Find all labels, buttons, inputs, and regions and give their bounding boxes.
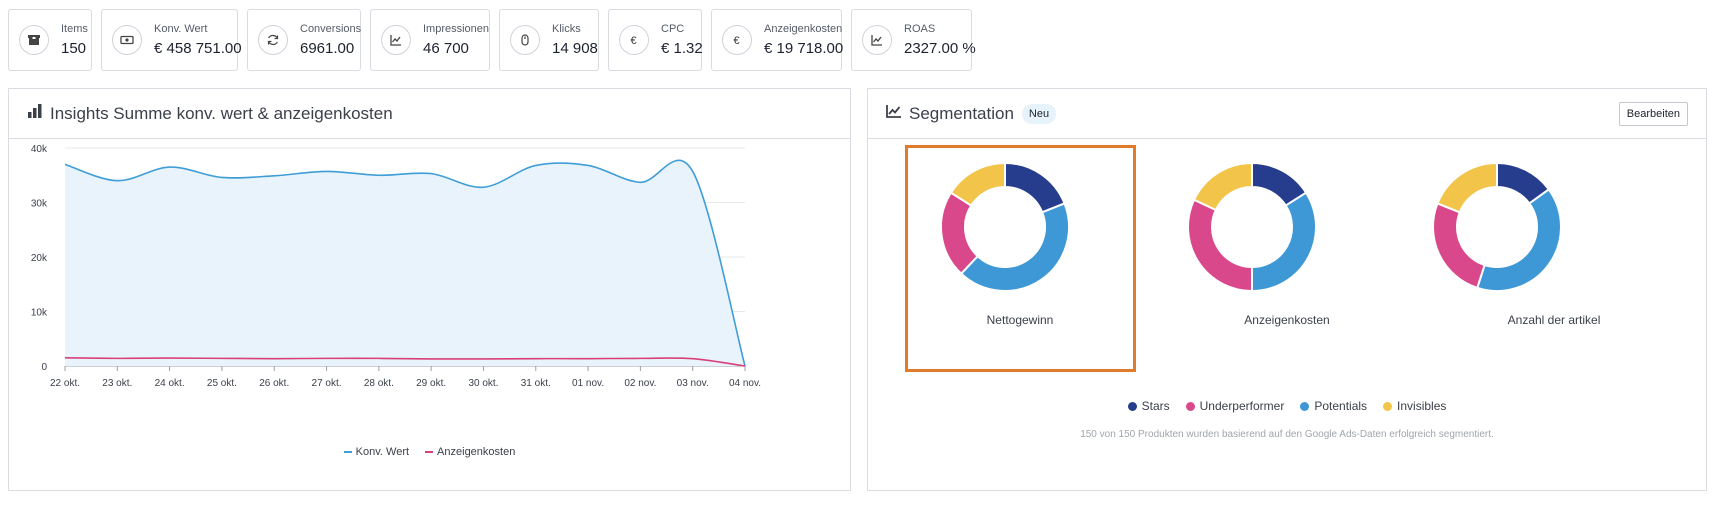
refresh-icon [258,25,288,55]
y-tick-label: 20k [31,253,48,264]
y-tick-label: 0 [41,362,47,373]
insights-chart: 0 10k 20k 30k 40k 22 okt. 23 okt. 24 okt. 25 okt… [31,144,761,389]
x-tick-label: 31 okt. [521,378,551,389]
segmentation-note: 150 von 150 Produkten wurden basierend a… [1080,429,1494,440]
kpi-label: Items [61,22,88,35]
box-icon [19,25,49,55]
kpi-card-items: Items 150 [8,9,92,71]
x-tick-label: 04 nov. [729,378,761,389]
edit-button[interactable]: Bearbeiten [1618,101,1688,126]
legend-label: Stars [1141,399,1170,413]
legend-item-konv-wert[interactable]: Konv. Wert [343,446,410,458]
legend-item-underperformer[interactable]: Underperformer [1185,399,1285,413]
legend-label: Konv. Wert [355,446,410,458]
kpi-value: 6961.00 [300,39,355,57]
insights-title: Insights Summe konv. wert & anzeigenkost… [50,103,393,123]
kpi-value: 14 908 [552,39,598,57]
donut-label-nettogewinn: Nettogewinn [986,313,1054,327]
kpi-card-impressionen: Impressionen 46 700 [370,9,490,71]
line-chart-icon [886,104,902,123]
donut-label-anzahl-artikel: Anzahl der artikel [1507,313,1601,327]
insights-header: Insights Summe konv. wert & anzeigenkost… [9,89,850,139]
x-tick-label: 29 okt. [416,378,446,389]
euro-icon: € [619,25,649,55]
donut-label-anzeigenkosten: Anzeigenkosten [1244,313,1330,327]
y-tick-label: 10k [31,308,48,319]
kpi-label: ROAS [904,22,936,35]
donut-slice-invisibles[interactable] [1192,161,1253,212]
segmentation-donuts [940,161,1562,293]
kpi-value: 46 700 [423,39,469,57]
donut-slice-potentials[interactable] [959,202,1070,292]
y-tick-label: 40k [31,144,48,155]
svg-text:€: € [631,35,637,47]
highlight-box [905,145,1136,372]
kpi-value: 2327.00 % [904,39,976,57]
x-tick-label: 28 okt. [364,378,394,389]
kpi-value: € 1.32 [661,39,703,57]
x-tick-label: 02 nov. [624,378,656,389]
kpi-card-anzeigenkosten: € Anzeigenkosten € 19 718.00 [711,9,844,71]
kpi-card-klicks: Klicks 14 908 [499,9,599,71]
legend-label: Potentials [1314,399,1368,413]
kpi-bar: Items 150 Konv. Wert € 458 751.00 Conversi… [8,9,976,71]
segmentation-title: Segmentation [909,103,1014,123]
new-badge: Neu [1021,103,1057,124]
series-line-anzeigenkosten[interactable] [64,357,746,367]
donut-slice-stars[interactable] [1004,161,1066,214]
x-tick-label: 01 nov. [572,378,604,389]
kpi-value: 150 [61,39,87,57]
kpi-card-cpc: € CPC € 1.32 [608,9,703,71]
insights-panel: Insights Summe konv. wert & anzeigenkost… [8,88,851,491]
legend-item-potentials[interactable]: Potentials [1300,399,1367,413]
x-tick-label: 25 okt. [207,378,237,389]
y-tick-label: 30k [31,199,48,210]
legend-label: Anzeigenkosten [437,446,516,458]
legend-item-anzeigenkosten[interactable]: Anzeigenkosten [425,446,515,458]
insights-legend: Konv. Wert Anzeigenkosten [9,446,850,458]
kpi-card-conversions: Conversions 6961.00 [247,9,361,71]
kpi-card-konv-wert: Konv. Wert € 458 751.00 [101,9,242,71]
kpi-label: Conversions [300,22,362,35]
donut-slice-underperformer[interactable] [1432,202,1486,290]
segmentation-header: Segmentation Neu Bearbeiten [868,89,1706,139]
legend-label: Invisibles [1397,399,1447,413]
kpi-label: Anzeigenkosten [764,22,843,35]
donut-slice-invisibles[interactable] [1436,161,1498,214]
x-tick-label: 24 okt. [155,378,185,389]
legend-item-invisibles[interactable]: Invisibles [1383,399,1446,413]
donut-slice-underperformer[interactable] [1187,198,1253,293]
x-tick-label: 23 okt. [102,378,132,389]
donut-slice-invisibles[interactable] [949,161,1006,207]
line-chart-icon [381,25,411,55]
x-tick-label: 30 okt. [468,378,498,389]
kpi-value: € 19 718.00 [764,39,844,57]
x-tick-label: 26 okt. [259,378,289,389]
donut-slice-potentials[interactable] [1475,187,1562,292]
x-tick-label: 22 okt. [50,378,80,389]
series-line-konv-wert[interactable] [64,159,746,367]
line-chart-icon [862,25,892,55]
kpi-label: Impressionen [423,22,490,35]
svg-text:€: € [734,35,740,47]
x-tick-label: 03 nov. [677,378,709,389]
kpi-label: Konv. Wert [154,22,208,35]
kpi-label: CPC [661,22,685,35]
donut-slice-potentials[interactable] [1251,191,1317,293]
kpi-value: € 458 751.00 [154,39,242,57]
segmentation-panel: Segmentation Neu Bearbeiten Nettogewinn … [867,88,1707,491]
segmentation-legend: Stars Underperformer Potentials Invisibl… [868,399,1706,413]
kpi-label: Klicks [552,22,581,35]
legend-label: Underperformer [1199,399,1285,413]
mouse-icon [510,25,540,55]
x-tick-label: 27 okt. [312,378,342,389]
kpi-card-roas: ROAS 2327.00 % [851,9,976,71]
bar-chart-icon [27,104,43,123]
area-konv-wert [65,160,745,366]
euro-icon: € [722,25,752,55]
money-icon [112,25,142,55]
legend-item-stars[interactable]: Stars [1127,399,1170,413]
